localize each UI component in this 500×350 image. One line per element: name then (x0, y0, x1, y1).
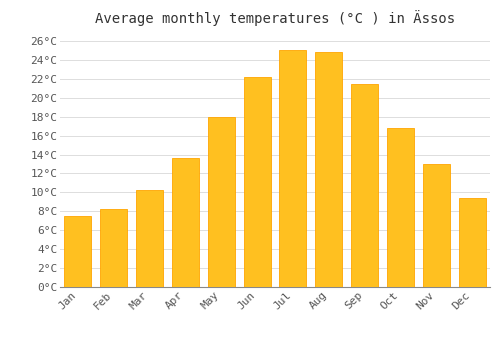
Bar (136, 190, 163, 287)
Bar (387, 128, 414, 287)
Bar (280, 50, 306, 287)
Bar (100, 209, 127, 287)
Bar (316, 52, 342, 287)
Bar (458, 198, 485, 287)
Bar (208, 117, 234, 287)
Bar (244, 77, 270, 287)
Bar (172, 158, 199, 287)
Bar (351, 84, 378, 287)
Bar (423, 164, 450, 287)
Bar (64, 216, 92, 287)
Title: Average monthly temperatures (°C ) in Ässos: Average monthly temperatures (°C ) in Äs… (95, 10, 455, 26)
